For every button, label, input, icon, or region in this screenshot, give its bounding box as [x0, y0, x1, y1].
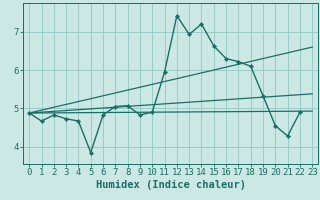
X-axis label: Humidex (Indice chaleur): Humidex (Indice chaleur) — [96, 180, 246, 190]
